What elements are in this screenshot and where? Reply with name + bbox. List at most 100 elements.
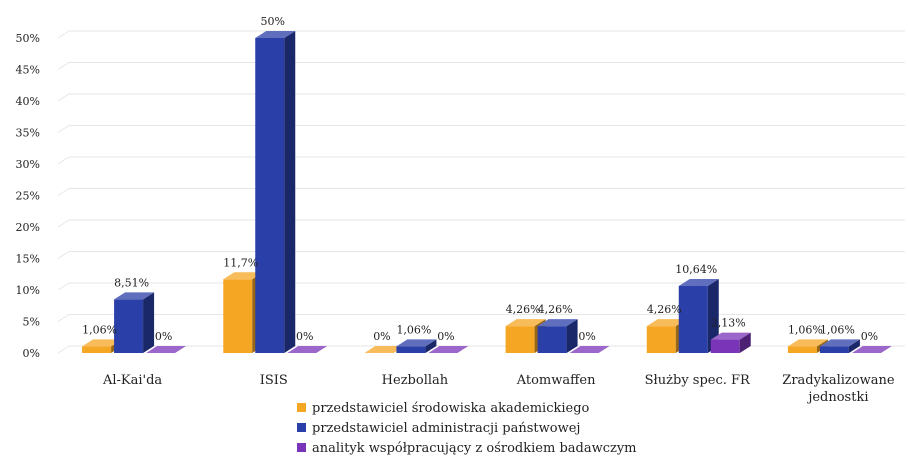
data-label: 0%: [861, 330, 878, 343]
bar-side: [566, 319, 578, 353]
gridline-depth: [57, 282, 70, 291]
data-label: 1,06%: [82, 323, 117, 336]
data-label: 11,7%: [223, 256, 258, 269]
y-tick-label: 35%: [16, 127, 40, 140]
bar-side: [143, 292, 155, 353]
data-label: 1,06%: [820, 323, 855, 336]
x-tick-label: Hezbollah: [382, 373, 449, 388]
data-label: 0%: [296, 330, 313, 343]
data-label: 1,06%: [788, 323, 823, 336]
gridline-depth: [57, 30, 70, 39]
gridline-depth: [57, 188, 70, 196]
x-axis: Al-Kai'da ISIS Hezbollah Atomwaffen Służby s…: [102, 373, 895, 405]
y-tick-label: 5%: [23, 316, 40, 329]
gridline-depth: [57, 125, 70, 133]
bar-front: [82, 346, 112, 353]
bar-top: [82, 339, 123, 347]
legend: przedstawiciel środowiska akademickiego p…: [297, 401, 637, 456]
bar-top: [114, 292, 155, 300]
gridline-depth: [57, 62, 70, 70]
data-label: 50%: [261, 15, 285, 28]
bar-top: [255, 31, 296, 38]
bar-top: [851, 346, 892, 353]
gridline-depth: [57, 156, 70, 165]
legend-swatch: [297, 423, 306, 432]
y-tick-label: 50%: [16, 32, 40, 45]
gridline-depth: [57, 93, 70, 102]
y-axis: 0% 5% 10% 15% 20% 25% 30% 35% 40% 45% 50%: [16, 32, 40, 360]
bar: [255, 31, 296, 353]
bar: [428, 346, 469, 353]
x-tick-label: ISIS: [260, 373, 288, 388]
bar-front: [678, 285, 708, 353]
bar: [146, 346, 187, 353]
x-tick-label: jednostki: [806, 390, 868, 405]
bar-front: [819, 346, 849, 353]
x-tick-label: Al-Kai'da: [102, 373, 162, 388]
y-tick-label: 15%: [16, 253, 40, 266]
bar: [114, 292, 155, 353]
y-tick-label: 20%: [16, 221, 40, 234]
bar-side: [739, 332, 751, 353]
bar-front: [505, 326, 535, 353]
bar-side: [848, 339, 860, 353]
bar-top: [146, 346, 187, 353]
bar: [819, 339, 860, 353]
data-label: 10,64%: [675, 263, 717, 276]
y-tick-label: 40%: [16, 95, 40, 108]
x-tick-label: Atomwaffen: [516, 373, 596, 388]
bar-top: [223, 272, 264, 280]
legend-label: przedstawiciel administracji państwowej: [312, 421, 580, 436]
bar-front: [537, 326, 567, 353]
data-labels: 1,06%8,51%0%11,7%50%0% 0%1,06%0%4,26%4,26…: [82, 15, 878, 343]
y-tick-label: 25%: [16, 190, 40, 203]
data-label: 0%: [155, 330, 172, 343]
x-tick-label: Służby spec. FR: [645, 373, 751, 388]
data-label: 4,26%: [506, 303, 541, 316]
legend-label: przedstawiciel środowiska akademickiego: [312, 401, 590, 416]
data-label: 4,26%: [538, 303, 573, 316]
legend-label: analityk współpracujący z ośrodkiem bada…: [312, 441, 637, 456]
bar: [396, 339, 437, 353]
data-label: 2,13%: [711, 317, 746, 330]
bar-front: [787, 346, 817, 353]
bar-side: [284, 31, 296, 353]
y-tick-label: 0%: [23, 347, 40, 360]
legend-swatch: [297, 443, 306, 452]
bar: [364, 346, 405, 353]
bar-top: [569, 346, 610, 353]
gridline-depth: [57, 219, 70, 228]
data-label: 0%: [578, 330, 595, 343]
bar-top: [428, 346, 469, 353]
bar-top: [819, 339, 860, 347]
legend-swatch: [297, 403, 306, 412]
y-tick-label: 45%: [16, 64, 40, 77]
data-label: 0%: [373, 330, 390, 343]
gridline-depth: [57, 345, 70, 354]
y-tick-label: 30%: [16, 158, 40, 171]
bar-front: [223, 279, 253, 353]
bar: [287, 346, 328, 353]
bar-front: [396, 346, 426, 353]
gridline-depth: [57, 251, 70, 259]
y-tick-label: 10%: [16, 284, 40, 297]
bar: [537, 319, 578, 353]
bar-top: [537, 319, 578, 327]
bar-top: [396, 339, 437, 347]
bar-front: [646, 326, 676, 353]
bar: [851, 346, 892, 353]
bar-side: [425, 339, 437, 353]
bar-top: [505, 319, 546, 327]
data-label: 4,26%: [647, 303, 682, 316]
bar-front: [710, 339, 740, 353]
bar: [569, 346, 610, 353]
bar: [710, 332, 751, 353]
bar-top: [678, 278, 719, 286]
bar-top: [646, 319, 687, 327]
bar-top: [787, 339, 828, 347]
bar-front: [114, 299, 144, 353]
x-tick-label: Zradykalizowane: [782, 373, 895, 388]
bar-side: [707, 278, 719, 353]
